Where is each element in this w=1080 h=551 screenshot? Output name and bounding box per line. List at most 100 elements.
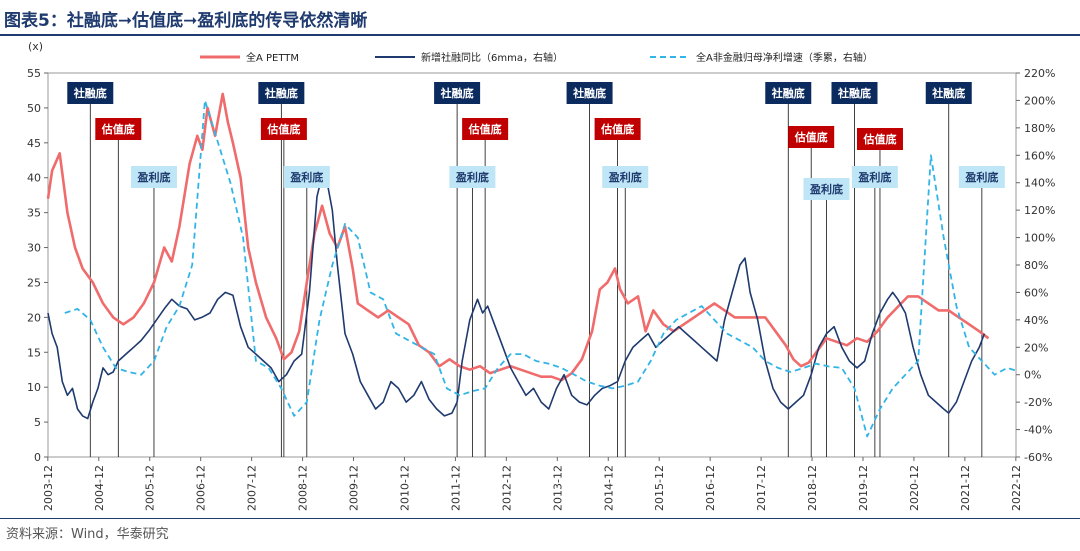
annotation-label-profit: 盈利底 [964,170,998,184]
annotation-label-tsf: 社融底 [771,86,805,100]
right-tick-label: -60% [1024,451,1052,464]
legend-label-1: 新增社融同比（6mma，右轴） [421,51,563,64]
annotation-box-tsf [765,82,812,104]
right-tick-label: -20% [1024,396,1052,409]
annotation-box-tsf [831,82,878,104]
annotation-label-valuation: 估值底 [266,122,300,136]
right-tick-label: 140% [1024,177,1055,190]
annotation-lines [89,104,983,457]
left-axis-unit: (x) [28,40,43,53]
legend: 全A PETTM 新增社融同比（6mma，右轴） 全A非金融归母净利增速（季累，右轴… [200,51,873,64]
x-tick-label: 2003-12 [42,465,55,511]
annotation-label-profit: 盈利底 [455,170,489,184]
left-tick-label: 30 [27,242,41,255]
annotation-label-profit: 盈利底 [809,182,843,196]
x-tick-label: 2011-12 [449,465,462,511]
left-tick-label: 20 [27,311,41,324]
x-tick-label: 2019-12 [857,465,870,511]
x-tick-label: 2015-12 [653,465,666,511]
x-tick-label: 2012-12 [500,465,513,511]
x-tick-label: 2006-12 [195,465,208,511]
x-tick-label: 2014-12 [602,465,615,511]
x-tick-label: 2004-12 [93,465,106,511]
annotation-label-tsf: 社融底 [572,86,606,100]
x-tick-label: 2021-12 [959,465,972,511]
annotation-box-valuation [462,118,509,140]
x-tick-label: 2020-12 [908,465,921,511]
left-tick-label: 50 [27,102,41,115]
annotation-box-valuation [788,126,835,148]
left-tick-label: 35 [27,207,41,220]
annotation-label-tsf: 社融底 [264,86,298,100]
x-tick-label: 2016-12 [704,465,717,511]
right-tick-label: 160% [1024,149,1055,162]
annotation-box-profit [602,166,649,188]
left-tick-label: 5 [34,416,41,429]
right-tick-label: -40% [1024,424,1052,437]
annotation-label-tsf: 社融底 [440,86,474,100]
annotation-box-tsf [566,82,613,104]
right-tick-label: 120% [1024,204,1055,217]
right-tick-label: 220% [1024,67,1055,80]
annotation-label-profit: 盈利底 [608,170,642,184]
right-axis: -60% -40% -20% 0% 20% 40% 60% 80% 100% 120% 140% 16… [1016,67,1055,464]
right-tick-label: 180% [1024,122,1055,135]
left-tick-label: 0 [34,451,41,464]
divider [0,518,1080,519]
annotation-box-profit [130,166,177,188]
legend-label-2: 全A非金融归母净利增速（季累，右轴） [696,51,873,64]
x-tick-label: 2018-12 [806,465,819,511]
annotation-label-tsf: 社融底 [837,86,871,100]
x-tick-label: 2008-12 [297,465,310,511]
annotation-box-profit [958,166,1005,188]
x-tick-label: 2009-12 [348,465,361,511]
annotation-box-tsf [67,82,114,104]
legend-label-0: 全A PETTM [246,51,299,64]
x-tick-label: 2010-12 [398,465,411,511]
annotation-label-valuation: 估值底 [600,122,634,136]
series-layer [46,92,1017,438]
annotation-label-tsf: 社融底 [73,86,107,100]
x-tick-label: 2013-12 [551,465,564,511]
annotation-box-profit [283,166,330,188]
series-line-pe [46,92,990,382]
annotation-box-profit [449,166,496,188]
left-tick-label: 25 [27,276,41,289]
x-tick-label: 2017-12 [755,465,768,511]
right-tick-label: 0% [1024,369,1041,382]
annotation-label-profit: 盈利底 [136,170,170,184]
annotation-box-valuation [95,118,142,140]
annotation-box-tsf [258,82,305,104]
series-line-tsf [47,175,986,420]
x-axis: 2003-12 2004-12 2005-12 2006-12 2007-12 2008-… [42,457,1023,511]
x-tick-label: 2007-12 [246,465,259,511]
annotation-box-valuation [594,118,641,140]
annotation-label-tsf: 社融底 [931,86,965,100]
annotation-box-valuation [260,118,307,140]
annotation-box-valuation [856,128,903,150]
left-tick-label: 40 [27,172,41,185]
title-bar: 图表5：社融底➞估值底➞盈利底的传导依然清晰 [0,0,1080,36]
annotation-label-profit: 盈利底 [857,170,891,184]
annotation-box-profit [803,178,850,200]
chart-canvas: (x) 0 5 10 15 20 25 30 35 40 45 50 55 -60% -40% -20% 0%… [27,40,1055,511]
right-tick-label: 200% [1024,94,1055,107]
annotation-box-tsf [925,82,972,104]
right-tick-label: 60% [1024,286,1048,299]
x-tick-label: 2022-12 [1010,465,1023,511]
left-tick-label: 15 [27,346,41,359]
annotation-label-valuation: 估值底 [468,122,502,136]
right-tick-label: 20% [1024,341,1048,354]
annotation-box-profit [851,166,898,188]
left-tick-label: 45 [27,137,41,150]
left-tick-label: 10 [27,381,41,394]
right-tick-label: 80% [1024,259,1048,272]
chart-title: 图表5：社融底➞估值底➞盈利底的传导依然清晰 [4,11,368,31]
annotation-box-tsf [434,82,481,104]
right-tick-label: 100% [1024,232,1055,245]
x-tick-label: 2005-12 [144,465,157,511]
right-tick-label: 40% [1024,314,1048,327]
left-axis: (x) 0 5 10 15 20 25 30 35 40 45 50 55 [27,40,48,464]
annotation-label-valuation: 估值底 [862,132,896,146]
